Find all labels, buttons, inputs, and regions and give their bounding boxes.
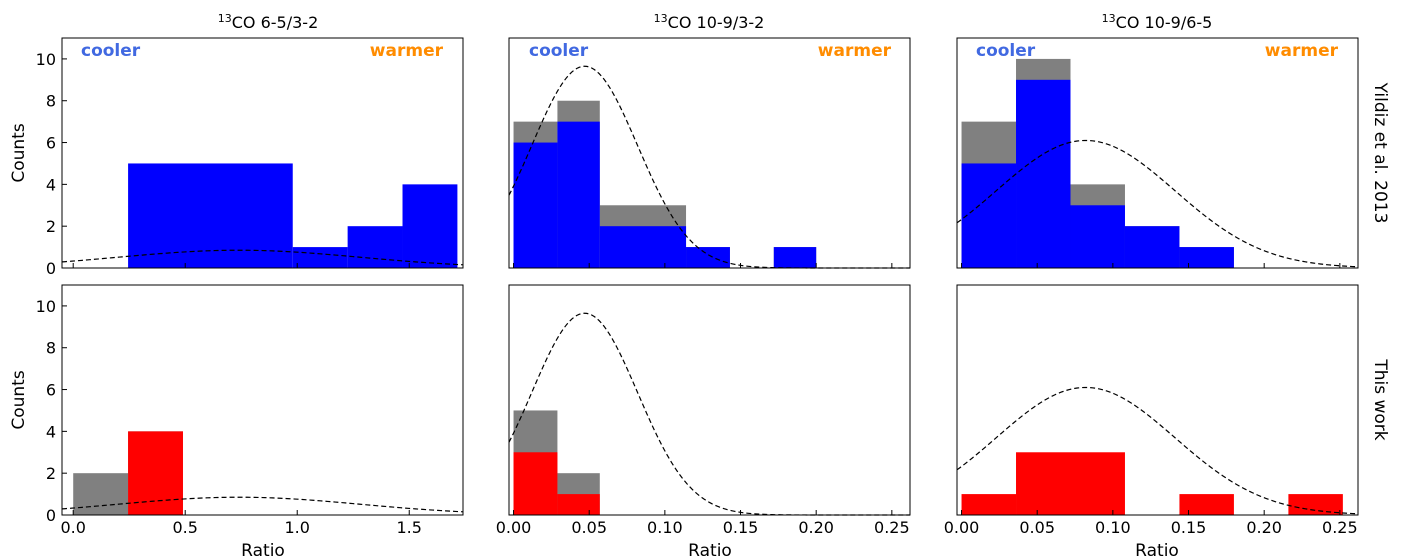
title-col-2: 13CO 10-9/3-2	[654, 12, 765, 32]
panel-5-bar-1	[513, 452, 558, 515]
panel-4-gray-bar-1	[73, 473, 129, 515]
panel-6-xtick-label-3: 0.10	[1095, 518, 1131, 537]
panel-4-xtick-label-3: 1.0	[284, 518, 309, 537]
panel-4-ytick-label-2: 2	[46, 464, 56, 483]
panel-5-bar-2	[557, 494, 600, 515]
panel-2-bar-4	[686, 247, 730, 268]
panel-5-xtick-label-4: 0.15	[723, 518, 759, 537]
panel-5-xtick-label-6: 0.25	[874, 518, 910, 537]
panel-1-gaussian-curve	[61, 249, 464, 266]
ylabel-bottom: Counts	[9, 370, 29, 429]
panel-1-ytick-label-4: 6	[46, 134, 56, 153]
warmer-label-col-1: warmer	[370, 41, 444, 61]
panel-4-gaussian-curve	[61, 496, 464, 513]
panel-1-frame	[61, 37, 464, 269]
panel-1: 0 2 4 6 8 10	[36, 37, 464, 278]
warmer-label-col-3: warmer	[1265, 41, 1339, 61]
panel-3-gaussian-curve	[956, 139, 1359, 268]
panel-4-ytick-label-1: 0	[46, 506, 56, 525]
panel-1-ytick-label-5: 8	[46, 92, 56, 111]
panel-2-bar-5	[773, 247, 817, 268]
panel-2-bar-2	[557, 121, 600, 269]
cooler-label-col-2: cooler	[529, 41, 589, 61]
panel-6-xtick-label-2: 0.05	[1019, 518, 1055, 537]
panel-4-xtick-label-2: 0.5	[172, 518, 197, 537]
panel-6-xtick-label-5: 0.20	[1246, 518, 1282, 537]
panel-1-ytick-label-3: 4	[46, 175, 56, 194]
panel-6-bar-3	[1179, 494, 1234, 515]
panel-1-ytick-label-1: 0	[46, 259, 56, 278]
panel-4-xtick-label-4: 1.5	[397, 518, 422, 537]
panel-1-bar-4	[402, 184, 458, 268]
panel-6-xtick-label-1: 0.00	[944, 518, 980, 537]
panel-4-ytick-label-5: 8	[46, 339, 56, 358]
panel-1-ytick-label-2: 2	[46, 217, 56, 236]
panel-6-gaussian-curve	[956, 386, 1359, 515]
panel-1-bar-2	[292, 247, 348, 268]
panel-5-xtick-label-1: 0.00	[496, 518, 532, 537]
title-col-3-sup: 13	[1102, 12, 1116, 25]
panel-4-bar-2	[128, 431, 183, 515]
xlabel-col-3: Ratio	[1135, 541, 1179, 559]
panel-6: 0.00 0.05 0.10 0.15 0.20 0.25	[944, 284, 1359, 537]
panel-4: 0 2 4 6 8 10 0.0 0.5 1.0 1.5	[36, 284, 464, 537]
panel-5-frame	[508, 284, 911, 516]
panel-4-xtick-label-1: 0.0	[60, 518, 85, 537]
panel-5-xtick-label-2: 0.05	[571, 518, 607, 537]
panel-3-bar-1	[961, 163, 1017, 268]
panel-6-bar-1	[961, 494, 1017, 515]
xlabel-col-1: Ratio	[241, 541, 285, 559]
cooler-label-col-1: cooler	[81, 41, 141, 61]
panel-3	[956, 37, 1359, 269]
panel-4-frame	[61, 284, 464, 516]
panel-2-bar-1	[513, 142, 558, 268]
panel-6-frame	[956, 284, 1359, 516]
row-label-bottom: This work	[1370, 358, 1390, 440]
panel-3-bar-4	[1124, 226, 1180, 268]
ylabel-top: Counts	[9, 123, 29, 182]
panel-5: 0.00 0.05 0.10 0.15 0.20 0.25	[496, 284, 911, 537]
title-col-1-text: CO 6-5/3-2	[232, 13, 319, 32]
panel-1-bar-1	[128, 163, 293, 268]
panel-6-xtick-label-6: 0.25	[1322, 518, 1358, 537]
row-label-top: Yildiz et al. 2013	[1370, 82, 1390, 224]
title-col-1-sup: 13	[218, 12, 232, 25]
panel-3-bar-3	[1070, 205, 1125, 268]
panel-3-bar-2	[1016, 79, 1071, 269]
panel-4-ytick-label-4: 6	[46, 381, 56, 400]
panel-4-ytick-label-3: 4	[46, 422, 56, 441]
title-col-2-text: CO 10-9/3-2	[668, 13, 765, 32]
warmer-label-col-2: warmer	[818, 41, 892, 61]
panel-4-ytick-label-6: 10	[36, 297, 56, 316]
panel-5-xtick-label-5: 0.20	[798, 518, 834, 537]
title-col-2-sup: 13	[654, 12, 668, 25]
panel-6-bar-2	[1016, 452, 1125, 515]
title-col-3: 13CO 10-9/6-5	[1102, 12, 1213, 32]
panel-1-ytick-label-6: 10	[36, 50, 56, 69]
xlabel-col-2: Ratio	[688, 541, 732, 559]
panel-3-bar-5	[1179, 247, 1234, 268]
panel-5-xtick-label-3: 0.10	[647, 518, 683, 537]
panel-3-frame	[956, 37, 1359, 269]
title-col-1: 13CO 6-5/3-2	[218, 12, 319, 32]
panel-1-bar-3	[347, 226, 403, 268]
panel-6-xtick-label-4: 0.15	[1171, 518, 1207, 537]
panel-6-bar-4	[1288, 494, 1343, 515]
title-col-3-text: CO 10-9/6-5	[1116, 13, 1213, 32]
panel-2	[508, 37, 911, 269]
cooler-label-col-3: cooler	[976, 41, 1036, 61]
panel-2-frame	[508, 37, 911, 269]
panel-2-bar-3	[599, 226, 687, 268]
